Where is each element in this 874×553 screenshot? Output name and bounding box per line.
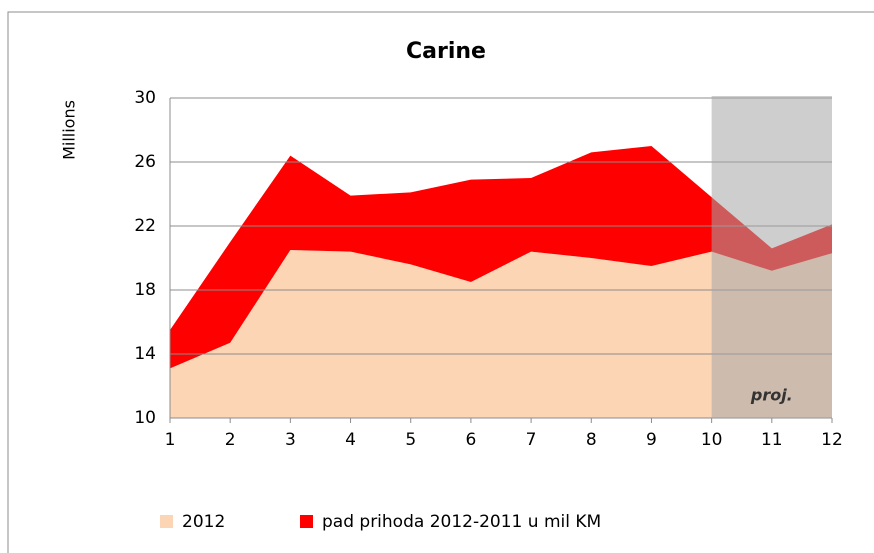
y-tick-label: 18 xyxy=(134,280,156,300)
projection-label: proj. xyxy=(750,386,793,405)
x-tick-label: 8 xyxy=(586,430,597,450)
x-tick-label: 2 xyxy=(225,430,236,450)
projection-band xyxy=(711,96,832,418)
x-tick-label: 11 xyxy=(761,430,783,450)
x-tick-label: 9 xyxy=(646,430,657,450)
x-tick-label: 6 xyxy=(465,430,476,450)
y-tick-label: 10 xyxy=(134,408,156,428)
y-axis-label: Millions xyxy=(60,100,79,160)
legend-label: 2012 xyxy=(182,512,225,532)
legend-label: pad prihoda 2012-2011 u mil KM xyxy=(322,512,601,532)
y-tick-label: 26 xyxy=(134,152,156,172)
legend-swatch xyxy=(300,515,313,528)
y-tick-label: 22 xyxy=(134,216,156,236)
x-tick-label: 7 xyxy=(526,430,537,450)
area xyxy=(170,146,832,369)
x-tick-label: 4 xyxy=(345,430,356,450)
x-tick-label: 3 xyxy=(285,430,296,450)
x-tick-label: 5 xyxy=(405,430,416,450)
x-tick-label: 1 xyxy=(165,430,176,450)
legend-swatch xyxy=(160,515,173,528)
x-tick-label: 10 xyxy=(701,430,723,450)
x-tick-label: 12 xyxy=(821,430,843,450)
area xyxy=(170,250,832,418)
chart-title: Carine xyxy=(406,39,486,64)
y-tick-label: 14 xyxy=(134,344,156,364)
y-tick-label: 30 xyxy=(134,88,156,108)
